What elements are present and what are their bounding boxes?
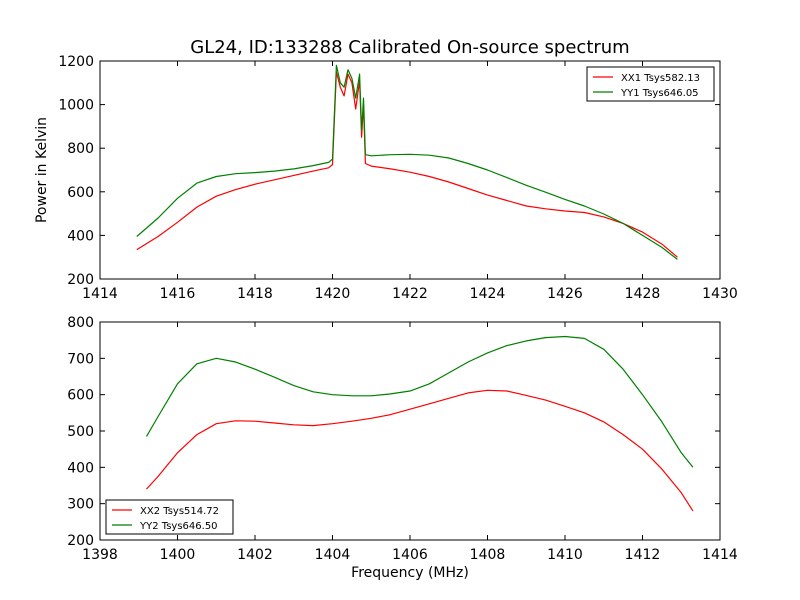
- x-tick-label: 1408: [470, 547, 506, 563]
- x-tick-label: 1422: [392, 286, 428, 302]
- y-tick-label: 200: [67, 533, 94, 549]
- top-plot-panel: GL24, ID:133288 Calibrated On-source spe…: [34, 37, 738, 302]
- x-tick-label: 1402: [237, 547, 273, 563]
- bottom-plot-panel: 1398 1400 1402 1404 1406 1408 1410 1412 1414 200 3…: [67, 315, 738, 581]
- legend: XX2 Tsys514.72 YY2 Tsys646.50: [105, 499, 234, 535]
- x-tick-label: 1414: [82, 286, 118, 302]
- chart-title: GL24, ID:133288 Calibrated On-source spe…: [190, 37, 629, 58]
- legend-entry: YY1 Tsys646.05: [620, 88, 699, 99]
- y-tick-label: 1200: [58, 54, 94, 70]
- x-tick-label: 1428: [625, 286, 661, 302]
- y-tick-label: 500: [67, 424, 94, 440]
- x-tick-label: 1418: [237, 286, 273, 302]
- legend-entry: YY2 Tsys646.50: [139, 521, 218, 532]
- x-tick-label: 1398: [82, 547, 118, 563]
- y-tick-label: 600: [67, 388, 94, 404]
- x-tick-label: 1420: [315, 286, 351, 302]
- y-axis-label: Power in Kelvin: [34, 117, 50, 223]
- x-tick-label: 1404: [315, 547, 351, 563]
- x-tick-label: 1416: [160, 286, 196, 302]
- y-tick-label: 700: [67, 351, 94, 367]
- y-tick-label: 1000: [58, 98, 94, 114]
- x-tick-label: 1430: [702, 286, 738, 302]
- legend-box: [105, 499, 234, 535]
- y-tick-label: 600: [67, 185, 94, 201]
- y-tick-label: 800: [67, 141, 94, 157]
- x-tick-label: 1424: [470, 286, 506, 302]
- x-tick-label: 1414: [702, 547, 738, 563]
- x-tick-label: 1400: [160, 547, 196, 563]
- y-tick-label: 800: [67, 315, 94, 331]
- y-tick-label: 300: [67, 497, 94, 513]
- series-line-xx2-tsys514-72: [146, 389, 694, 512]
- x-tick-label: 1426: [547, 286, 583, 302]
- series-line-yy2-tsys646-50: [145, 335, 694, 468]
- legend: XX1 Tsys582.13 YY1 Tsys646.05: [586, 66, 715, 102]
- y-tick-label: 400: [67, 228, 94, 244]
- legend-box: [586, 66, 715, 102]
- y-tick-label: 400: [67, 460, 94, 476]
- x-axis-label: Frequency (MHz): [351, 565, 469, 581]
- x-tick-label: 1412: [625, 547, 661, 563]
- series-line-xx1-tsys582-13: [136, 71, 678, 258]
- legend-entry: XX1 Tsys582.13: [621, 73, 700, 84]
- x-tick-label: 1410: [547, 547, 583, 563]
- x-tick-label: 1406: [392, 547, 428, 563]
- series-line-yy1-tsys646-05: [136, 64, 678, 260]
- y-tick-label: 200: [67, 272, 94, 288]
- legend-entry: XX2 Tsys514.72: [140, 506, 219, 517]
